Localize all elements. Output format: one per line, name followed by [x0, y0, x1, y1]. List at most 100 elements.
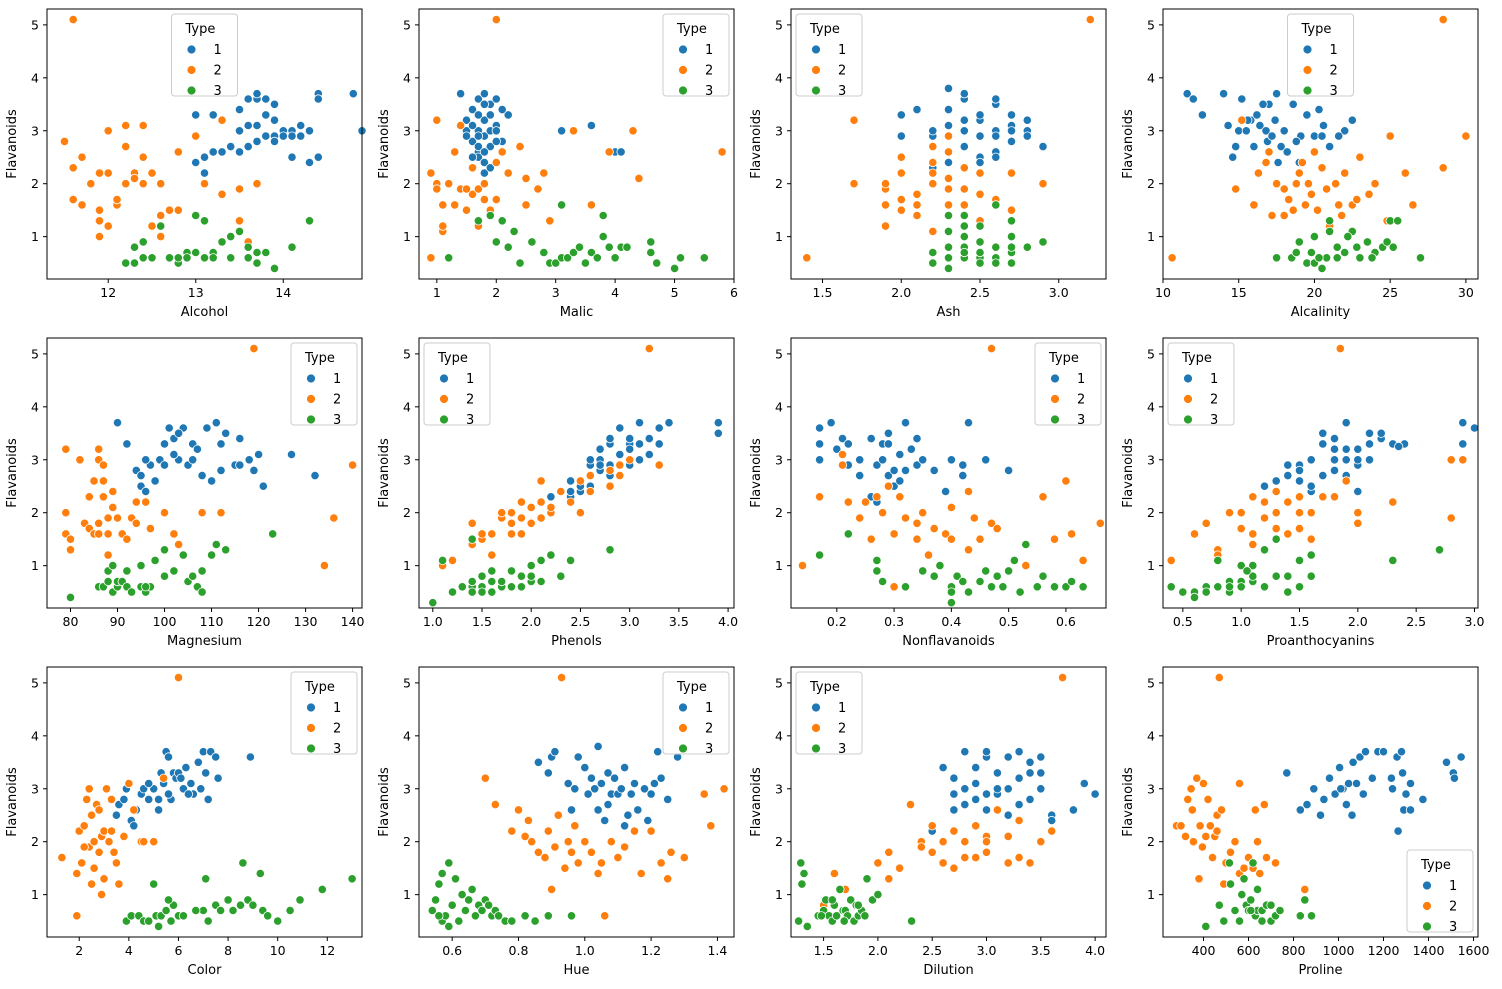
y-tick-label: 2 — [1147, 176, 1155, 191]
point-type-1 — [181, 762, 191, 773]
points — [1166, 343, 1480, 603]
point-type-3 — [261, 247, 271, 258]
point-type-1 — [287, 152, 297, 162]
point-type-3 — [998, 582, 1008, 592]
point-type-3 — [1291, 247, 1301, 258]
point-type-3 — [503, 242, 513, 252]
point-type-1 — [1283, 470, 1293, 481]
y-tick-label: 5 — [403, 675, 411, 690]
legend-box — [171, 13, 238, 97]
point-type-3 — [551, 258, 561, 268]
point-type-1 — [207, 476, 217, 486]
point-type-2 — [565, 497, 576, 507]
point-type-3 — [1322, 253, 1332, 263]
point-type-2 — [1306, 189, 1317, 199]
point-type-1 — [244, 455, 254, 465]
point-type-1 — [912, 433, 922, 444]
legend: Type 1 2 3 — [1034, 342, 1102, 428]
x-tick-label: 14 — [275, 285, 291, 300]
point-type-1 — [304, 157, 315, 168]
point-type-2 — [1236, 508, 1246, 518]
point-type-2 — [1261, 852, 1272, 863]
point-type-2 — [585, 470, 595, 481]
x-tick-label: 0.5 — [999, 614, 1019, 629]
point-type-2 — [860, 497, 871, 507]
legend-label-2: 2 — [333, 393, 341, 408]
point-type-2 — [1239, 863, 1249, 873]
point-type-3 — [1388, 242, 1398, 252]
point-type-2 — [108, 502, 118, 512]
point-type-1 — [144, 778, 154, 789]
point-type-3 — [304, 216, 315, 226]
point-type-1 — [467, 152, 478, 162]
point-type-1 — [1387, 784, 1398, 794]
y-tick-label: 3 — [31, 452, 39, 467]
point-type-2 — [889, 529, 899, 539]
point-type-1 — [583, 789, 593, 799]
point-type-3 — [159, 545, 170, 555]
points — [797, 343, 1105, 608]
point-type-2 — [1294, 168, 1304, 178]
point-type-2 — [884, 874, 894, 884]
point-type-1 — [1319, 794, 1329, 805]
point-type-3 — [1306, 550, 1316, 560]
point-type-3 — [506, 582, 517, 592]
point-type-2 — [1067, 529, 1077, 539]
point-type-3 — [958, 576, 968, 587]
point-type-1 — [1309, 131, 1320, 141]
legend-label-2: 2 — [214, 64, 222, 79]
legend-marker-1 — [186, 44, 197, 55]
point-type-1 — [202, 423, 212, 433]
point-type-3 — [1178, 587, 1188, 597]
point-type-3 — [1306, 571, 1316, 581]
x-tick-label: 1.5 — [813, 285, 833, 300]
point-type-2 — [491, 157, 501, 168]
point-type-3 — [539, 247, 549, 258]
point-type-3 — [827, 895, 837, 905]
point-type-2 — [473, 184, 483, 194]
point-type-1 — [963, 418, 974, 428]
y-tick-label: 4 — [775, 728, 783, 743]
point-type-2 — [503, 168, 513, 178]
point-type-1 — [136, 470, 146, 481]
point-type-1 — [943, 83, 954, 94]
point-type-1 — [1047, 815, 1057, 826]
point-type-2 — [1058, 672, 1068, 683]
point-type-1 — [906, 444, 916, 454]
point-type-1 — [959, 142, 969, 152]
point-type-2 — [97, 889, 107, 900]
legend-title: Type — [185, 22, 216, 37]
axes-frame — [790, 666, 1107, 938]
point-type-2 — [1006, 205, 1017, 215]
x-tick-label: 8 — [224, 943, 232, 958]
point-type-2 — [1335, 343, 1345, 354]
point-type-1 — [213, 773, 223, 783]
point-type-2 — [896, 168, 906, 178]
y-axis-label: Flavanoids — [1121, 438, 1136, 508]
point-type-3 — [556, 571, 566, 581]
point-type-3 — [507, 916, 517, 926]
point-type-2 — [89, 863, 99, 873]
axes-frame — [418, 337, 735, 609]
point-type-3 — [234, 226, 245, 236]
point-type-3 — [1061, 582, 1071, 592]
point-type-3 — [592, 253, 602, 263]
point-type-2 — [432, 184, 442, 194]
point-type-3 — [444, 253, 454, 263]
point-type-3 — [831, 911, 842, 921]
point-type-2 — [905, 799, 916, 810]
point-type-2 — [539, 168, 549, 178]
point-type-3 — [1272, 253, 1282, 263]
x-tick-label: 110 — [200, 614, 224, 629]
point-type-1 — [1022, 115, 1032, 125]
point-type-3 — [467, 576, 477, 587]
point-type-1 — [1294, 476, 1305, 486]
point-type-1 — [855, 470, 865, 481]
legend-box — [795, 671, 863, 755]
point-type-3 — [1343, 232, 1353, 242]
point-type-2 — [461, 205, 472, 215]
x-tick-label: 3 — [552, 285, 560, 300]
point-type-3 — [959, 210, 969, 221]
point-type-1 — [550, 747, 560, 757]
